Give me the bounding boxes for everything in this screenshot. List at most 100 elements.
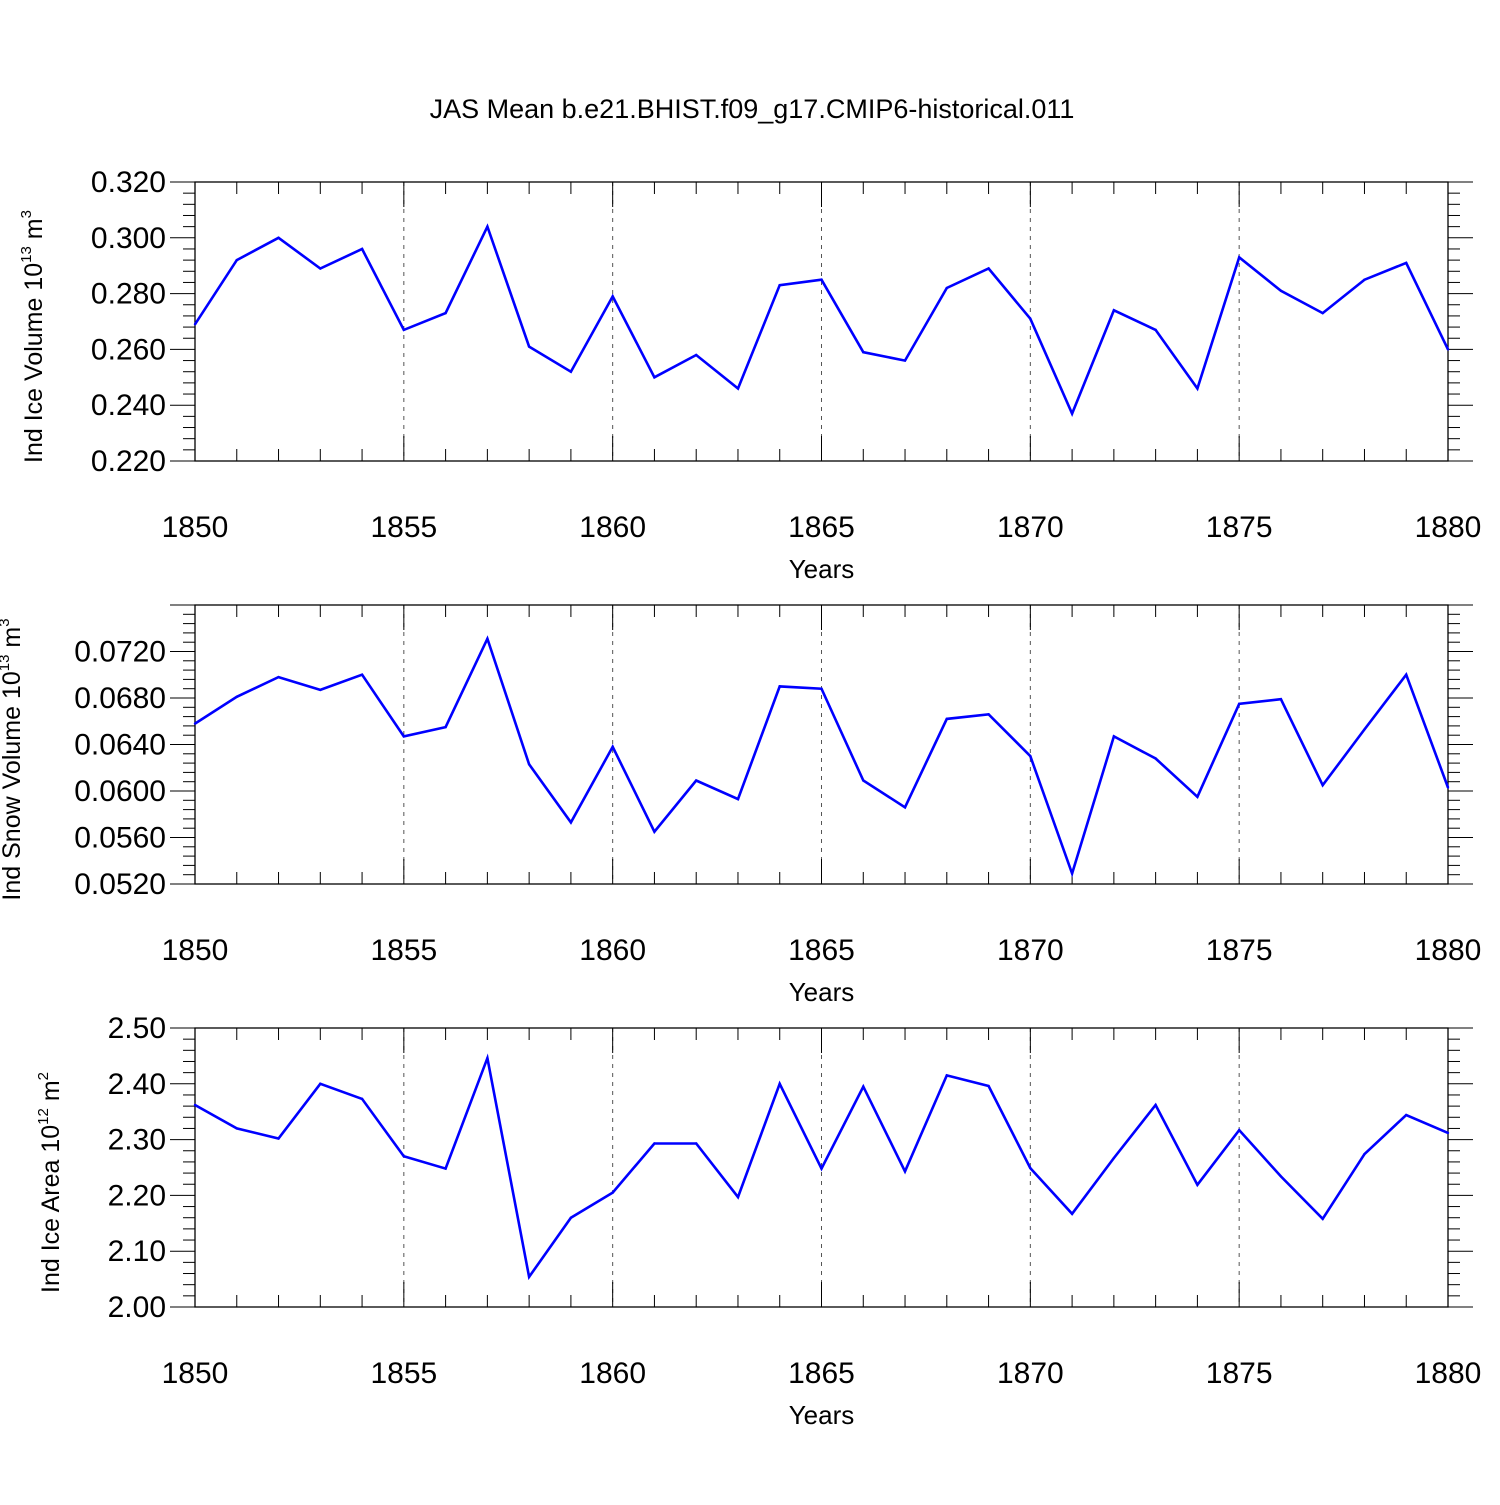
x-tick-label: 1865 xyxy=(788,1357,855,1390)
x-tick-label: 1870 xyxy=(997,1357,1064,1390)
y-tick-label: 2.40 xyxy=(108,1068,166,1101)
y-tick-label: 2.00 xyxy=(108,1291,166,1324)
y-axis-label-exponent: 13 xyxy=(0,655,13,672)
y-axis-label-text: Ind Ice Volume 10 xyxy=(20,263,48,463)
data-point xyxy=(1237,702,1241,706)
y-tick-label: 0.280 xyxy=(91,278,166,311)
y-tick-label: 2.30 xyxy=(108,1124,166,1157)
x-tick-label: 1865 xyxy=(788,511,855,544)
data-point xyxy=(569,370,573,373)
data-point xyxy=(1154,1103,1157,1107)
data-point xyxy=(1321,311,1324,315)
data-point xyxy=(360,1097,364,1101)
data-point xyxy=(820,1167,823,1170)
data-point xyxy=(1154,328,1157,332)
data-point xyxy=(1363,1152,1366,1156)
data-point xyxy=(695,353,698,357)
data-point xyxy=(736,387,740,390)
data-point xyxy=(1279,1175,1283,1178)
data-point xyxy=(1446,348,1450,351)
data-point xyxy=(277,1137,280,1140)
data-point xyxy=(235,1127,238,1130)
y-tick-label: 0.0520 xyxy=(74,868,166,901)
data-point xyxy=(402,1155,406,1158)
data-point xyxy=(611,295,614,298)
data-point xyxy=(945,717,948,721)
data-point xyxy=(611,1191,614,1194)
data-point xyxy=(527,345,531,348)
x-axis-label: Years xyxy=(789,554,855,584)
y-axis-label-unit: m xyxy=(0,627,26,655)
data-point xyxy=(903,806,907,809)
data-point xyxy=(1405,673,1408,676)
data-point xyxy=(1112,1156,1116,1160)
y-axis-label-unit-exponent: 2 xyxy=(35,1072,52,1080)
data-point xyxy=(1446,786,1450,789)
data-point xyxy=(277,675,280,679)
data-point xyxy=(903,359,907,362)
data-point xyxy=(778,1082,781,1086)
data-point xyxy=(319,688,322,692)
data-point xyxy=(319,267,322,270)
y-tick-label: 2.10 xyxy=(108,1235,166,1268)
data-point xyxy=(945,1074,948,1077)
data-point xyxy=(1196,795,1199,799)
x-tick-label: 1875 xyxy=(1206,1357,1273,1390)
data-point xyxy=(1196,387,1199,390)
panel-3: 2.00 2.10 2.20 2.30 2.40 2.50 1850 1855 1860 1865… xyxy=(35,1012,1481,1430)
data-point xyxy=(695,779,698,782)
data-point xyxy=(1070,872,1074,875)
data-point xyxy=(193,722,197,725)
x-tick-label: 1865 xyxy=(788,934,855,967)
chart-title: JAS Mean b.e21.BHIST.f09_g17.CMIP6-histo… xyxy=(430,94,1075,124)
x-tick-label: 1875 xyxy=(1206,511,1273,544)
data-point xyxy=(444,1167,447,1170)
data-point xyxy=(1029,754,1032,758)
data-point xyxy=(1196,1183,1199,1186)
data-point xyxy=(862,350,865,354)
data-point xyxy=(402,735,406,738)
y-tick-label: 0.240 xyxy=(91,389,166,422)
y-tick-label: 0.0680 xyxy=(74,682,166,715)
x-tick-label: 1880 xyxy=(1415,511,1482,544)
series-line xyxy=(194,635,1450,878)
x-axis-label: Years xyxy=(789,1400,855,1430)
data-point xyxy=(235,695,238,699)
data-point xyxy=(736,797,740,801)
data-point xyxy=(444,311,447,315)
x-tick-label: 1850 xyxy=(162,511,229,544)
data-point xyxy=(653,376,656,379)
data-point xyxy=(1446,1131,1450,1135)
panel-2: 0.0520 0.0560 0.0600 0.0640 0.0680 0.0720 1850… xyxy=(0,604,1481,1007)
data-point xyxy=(736,1195,740,1199)
y-axis-label-exponent: 12 xyxy=(35,1108,52,1125)
y-axis-label-text: Ind Snow Volume 10 xyxy=(0,671,26,900)
x-tick-label: 1870 xyxy=(997,511,1064,544)
data-point xyxy=(1154,757,1157,760)
y-tick-label: 2.50 xyxy=(108,1012,166,1045)
data-point xyxy=(862,779,865,782)
x-tick-label: 1850 xyxy=(162,1357,229,1390)
data-point xyxy=(945,286,948,290)
x-tick-label: 1850 xyxy=(162,934,229,967)
y-axis-label: Ind Snow Volume 1013 m3 xyxy=(0,618,26,900)
data-point xyxy=(527,1275,531,1279)
data-point xyxy=(820,687,823,690)
data-point xyxy=(1112,735,1116,738)
y-axis-label-text: Ind Ice Area 10 xyxy=(37,1125,65,1293)
data-point xyxy=(193,1103,197,1107)
data-point xyxy=(1070,1212,1074,1216)
data-point xyxy=(235,258,238,262)
data-point xyxy=(569,1216,573,1219)
panel-1: 0.220 0.240 0.260 0.280 0.300 0.320 1850 1855 18… xyxy=(18,166,1481,584)
y-tick-label: 0.220 xyxy=(91,445,166,478)
data-point xyxy=(778,685,781,688)
data-point xyxy=(778,284,781,287)
data-point xyxy=(193,323,197,326)
data-point xyxy=(569,821,573,824)
data-point xyxy=(653,830,656,833)
x-tick-label: 1860 xyxy=(579,511,646,544)
y-tick-label: 0.0720 xyxy=(74,636,166,669)
y-tick-label: 0.260 xyxy=(91,333,166,366)
